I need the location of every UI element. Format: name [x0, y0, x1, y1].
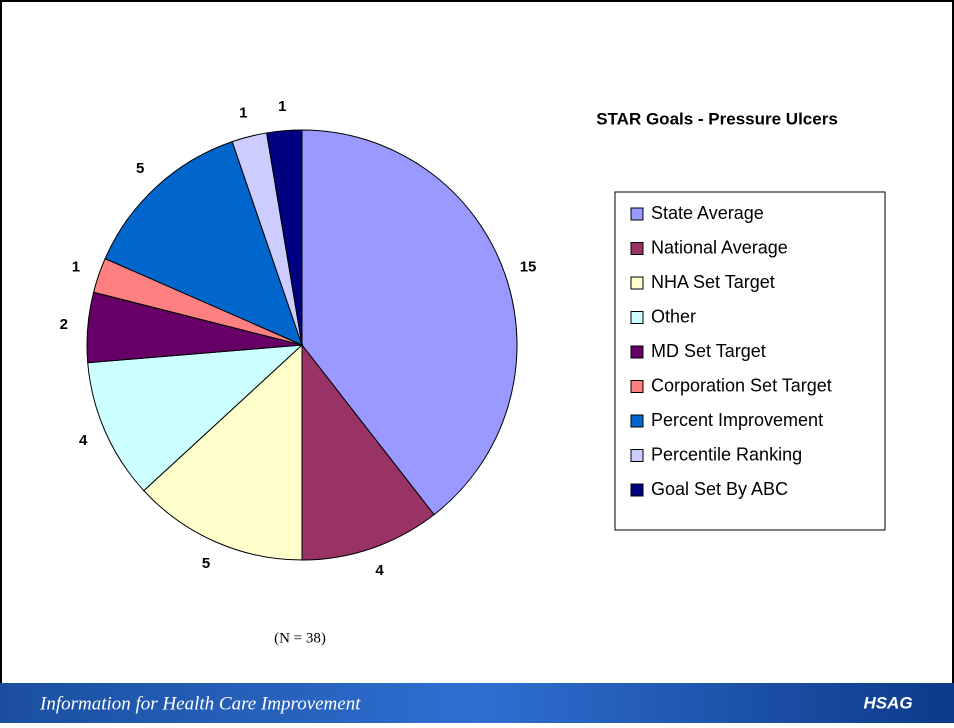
legend-label: MD Set Target: [651, 341, 766, 361]
legend-swatch: [630, 449, 644, 462]
footer-tagline: Information for Health Care Improvement: [39, 693, 361, 714]
data-label: 2: [60, 316, 68, 333]
legend-swatch: [630, 207, 644, 221]
legend-label: Other: [651, 306, 696, 326]
legend-swatch: [630, 345, 644, 359]
legend-swatch: [630, 311, 644, 324]
legend-swatch: [630, 276, 644, 290]
footer-band: [0, 683, 954, 723]
legend-label: Percent Improvement: [651, 410, 823, 430]
legend-swatch: [630, 242, 644, 255]
legend-swatch: [630, 380, 644, 393]
pie-slice: [301, 129, 518, 516]
pie-slice: [87, 344, 304, 492]
legend-box: [614, 191, 886, 531]
legend-swatch: [630, 483, 644, 497]
legend-label: National Average: [651, 237, 788, 257]
data-label: 1: [72, 258, 80, 275]
pie-slice: [266, 129, 303, 346]
pie-slice: [104, 141, 303, 346]
legend-label: NHA Set Target: [651, 272, 775, 292]
note: (N = 38): [274, 630, 326, 646]
legend-label: Goal Set By ABC: [651, 479, 788, 499]
data-label: 4: [79, 432, 88, 449]
legend-label: Percentile Ranking: [651, 444, 802, 464]
data-label: 1: [278, 98, 286, 115]
legend-swatch: [630, 414, 644, 428]
legend-label: Corporation Set Target: [651, 375, 832, 395]
data-label: 4: [375, 562, 384, 579]
pie-slice: [301, 343, 435, 561]
data-label: 15: [520, 258, 537, 275]
data-label: 5: [136, 160, 144, 177]
chart-title: STAR Goals - Pressure Ulcers: [596, 109, 838, 128]
pie-slice: [143, 343, 303, 561]
footer-logo: HSAG: [863, 693, 912, 712]
data-label: 1: [239, 104, 247, 121]
legend-label: State Average: [651, 203, 764, 223]
data-label: 5: [202, 555, 210, 572]
